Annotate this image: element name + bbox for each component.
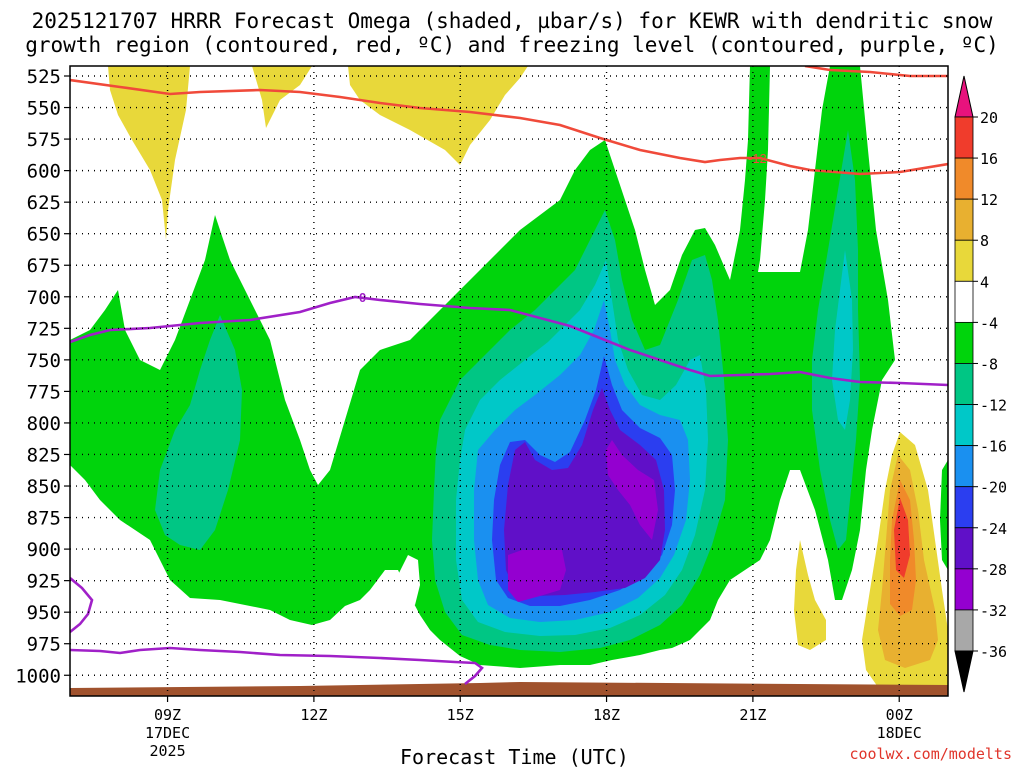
- chart-title-line-2: growth region (contoured, red, ºC) and f…: [25, 33, 999, 57]
- y-axis: 525 550 575 600 625 650 675 700 725 750 775 800 825 8…: [15, 66, 70, 687]
- x-tick-label: 18Z: [593, 706, 620, 724]
- contour-freezing-level-bottom: [70, 646, 484, 686]
- x-tick-date: 18DEC: [877, 724, 922, 742]
- colorbar-label: 16: [980, 150, 998, 168]
- colorbar-box: [954, 527, 974, 570]
- y-tick-label: 1000: [15, 665, 61, 687]
- y-tick-label: 825: [27, 444, 61, 466]
- y-tick-label: 600: [27, 161, 61, 183]
- colorbar-box: [954, 445, 974, 488]
- y-tick-label: 950: [27, 602, 61, 624]
- y-tick-label: 750: [27, 350, 61, 372]
- y-tick-label: 775: [27, 381, 61, 403]
- omega-negative-24: [504, 388, 665, 596]
- credit-text: coolwx.com/modelts: [849, 745, 1012, 763]
- omega-negative-4-right-edge: [940, 460, 948, 570]
- x-tick-label: 00Z: [886, 706, 913, 724]
- y-tick-label: 900: [27, 539, 61, 561]
- colorbar-label: 12: [980, 191, 998, 209]
- colorbar-label: -16: [980, 438, 1007, 456]
- y-tick-label: 975: [27, 634, 61, 656]
- colorbar-label: -36: [980, 643, 1007, 661]
- grid: [70, 66, 948, 696]
- x-tick-label: 15Z: [447, 706, 474, 724]
- omega-negative-28-b: [606, 440, 658, 540]
- y-tick-label: 550: [27, 98, 61, 120]
- y-tick-label: 800: [27, 413, 61, 435]
- omega-negative-8-left: [155, 315, 242, 550]
- x-tick-label: 09Z: [154, 706, 181, 724]
- colorbar-box: [954, 157, 974, 200]
- y-tick-label: 525: [27, 66, 61, 88]
- omega-positive-4-lower-right-a: [794, 540, 826, 650]
- colorbar-top-triangle: [954, 75, 974, 118]
- omega-positive-4-upper-mid: [252, 66, 312, 128]
- y-tick-label: 625: [27, 192, 61, 214]
- colorbar-label: -12: [980, 397, 1007, 415]
- omega-positive-4-upper-center: [348, 66, 528, 165]
- y-tick-label: 700: [27, 287, 61, 309]
- chart-title-line-1: 2025121707 HRRR Forecast Omega (shaded, …: [31, 9, 993, 33]
- x-tick-year: 2025: [149, 742, 185, 760]
- contour-freezing-level-label: 0: [359, 290, 366, 305]
- colorbar-box: [954, 116, 974, 159]
- x-tick-label: 21Z: [739, 706, 766, 724]
- terrain-strip: [70, 682, 948, 696]
- colorbar-label: -4: [980, 314, 998, 332]
- colorbar-box: [954, 321, 974, 364]
- colorbar-box: [954, 363, 974, 405]
- y-tick-label: 925: [27, 571, 61, 593]
- colorbar-label: -20: [980, 479, 1007, 497]
- contour-minus12-label: -12: [748, 151, 767, 166]
- omega-negative-28-a: [508, 550, 566, 602]
- colorbar-box: [954, 404, 974, 447]
- x-tick-label: 12Z: [300, 706, 327, 724]
- colorbar-box: [954, 609, 974, 652]
- y-tick-label: 650: [27, 224, 61, 246]
- x-axis-label: Forecast Time (UTC): [400, 745, 629, 769]
- colorbar-box: [954, 239, 974, 282]
- omega-shading: -12 0: [70, 66, 948, 696]
- colorbar-label: -8: [980, 355, 998, 373]
- colorbar-bottom-triangle: [954, 650, 974, 693]
- colorbar-label: 8: [980, 232, 989, 250]
- colorbar-label: -32: [980, 602, 1007, 620]
- y-tick-label: 725: [27, 318, 61, 340]
- x-tick-date: 17DEC: [145, 724, 190, 742]
- colorbar-box: [954, 568, 974, 611]
- omega-negative-12-right: [832, 250, 853, 430]
- colorbar: 20 16 12 8 4 -4 -8 -12 -16 -20 -24 -28 -32 -36: [954, 75, 1007, 693]
- y-tick-label: 575: [27, 129, 61, 151]
- colorbar-label: -24: [980, 520, 1007, 538]
- y-tick-label: 875: [27, 508, 61, 530]
- colorbar-box: [954, 486, 974, 529]
- contour-minus12-isotherm: [70, 78, 948, 176]
- colorbar-label: -28: [980, 561, 1007, 579]
- plot-frame: [69, 65, 949, 697]
- colorbar-label: 4: [980, 273, 989, 291]
- colorbar-box: [954, 280, 974, 323]
- contour-freezing-level-left: [70, 577, 94, 634]
- y-tick-label: 850: [27, 476, 61, 498]
- colorbar-label: 20: [980, 109, 998, 127]
- omega-positive-4-upper-left: [108, 66, 190, 240]
- omega-hole-white: [398, 555, 420, 605]
- y-tick-label: 675: [27, 255, 61, 277]
- colorbar-box: [954, 198, 974, 241]
- contour-freezing-level: [70, 295, 948, 387]
